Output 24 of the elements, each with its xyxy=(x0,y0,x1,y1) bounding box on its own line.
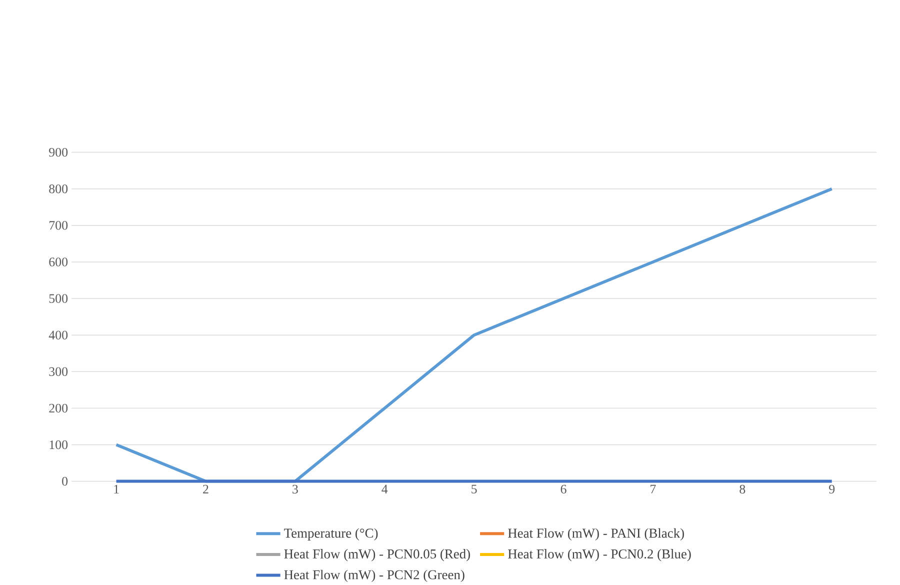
legend-label: Temperature (°C) xyxy=(284,528,378,541)
y-tick-label: 500 xyxy=(49,294,68,304)
legend-label: Heat Flow (mW) - PANI (Black) xyxy=(508,528,684,541)
x-tick-label: 2 xyxy=(203,484,208,494)
x-tick-label: 8 xyxy=(740,484,746,494)
x-tick-label: 4 xyxy=(382,484,388,494)
x-tick-label: 5 xyxy=(472,484,477,494)
x-tick-label: 1 xyxy=(114,484,119,494)
y-tick-label: 700 xyxy=(49,221,68,230)
legend-label: Heat Flow (mW) - PCN0.2 (Blue) xyxy=(508,549,691,562)
x-tick-label: 6 xyxy=(560,484,566,494)
y-tick-label: 300 xyxy=(49,367,68,376)
y-tick-label: 600 xyxy=(49,258,68,267)
y-tick-label: 0 xyxy=(62,477,68,486)
x-tick-label: 7 xyxy=(650,484,656,494)
y-tick-label: 800 xyxy=(49,184,68,194)
legend-label: Heat Flow (mW) - PCN0.05 (Red) xyxy=(284,549,470,562)
legend-label: Heat Flow (mW) - PCN2 (Green) xyxy=(284,570,464,582)
y-tick-label: 100 xyxy=(50,440,68,450)
x-tick-label: 3 xyxy=(292,484,298,494)
y-tick-label: 400 xyxy=(48,330,68,340)
y-tick-label: 200 xyxy=(49,404,68,413)
y-tick-label: 900 xyxy=(49,148,68,157)
x-tick-label: 9 xyxy=(829,484,835,494)
